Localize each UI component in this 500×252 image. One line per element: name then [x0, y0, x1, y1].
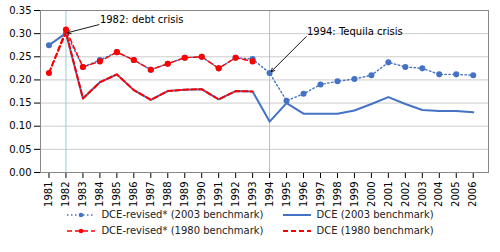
svg-text:0.15: 0.15: [9, 97, 31, 108]
svg-text:2006: 2006: [467, 182, 478, 207]
svg-text:1994: Tequila crisis: 1994: Tequila crisis: [307, 26, 403, 37]
svg-text:0.35: 0.35: [9, 5, 31, 16]
svg-text:2002: 2002: [400, 182, 411, 207]
svg-text:1982: 1982: [60, 182, 71, 207]
svg-text:1990: 1990: [196, 182, 207, 207]
svg-text:1982: debt crisis: 1982: debt crisis: [100, 14, 184, 25]
svg-text:1998: 1998: [332, 182, 343, 207]
svg-text:1983: 1983: [77, 182, 88, 207]
svg-text:2004: 2004: [433, 182, 444, 207]
svg-text:1987: 1987: [145, 182, 156, 207]
svg-text:1994: 1994: [264, 182, 275, 207]
svg-text:0.20: 0.20: [9, 74, 31, 85]
svg-text:1995: 1995: [281, 182, 292, 207]
svg-text:1986: 1986: [128, 182, 139, 207]
svg-text:1985: 1985: [111, 182, 122, 207]
svg-text:1993: 1993: [247, 182, 258, 207]
svg-text:1996: 1996: [298, 182, 309, 207]
svg-text:2005: 2005: [450, 182, 461, 207]
svg-text:0.05: 0.05: [9, 144, 31, 155]
svg-text:1981: 1981: [43, 182, 54, 207]
svg-text:1997: 1997: [315, 182, 326, 207]
svg-text:1988: 1988: [162, 182, 173, 207]
html-text:DCE-revised* (2003 benchmark): DCE-revised* (2003 benchmark): [101, 209, 264, 220]
svg-text:2003: 2003: [417, 182, 428, 207]
svg-text:1991: 1991: [213, 182, 224, 207]
html-text:DCE (2003 benchmark): DCE (2003 benchmark): [316, 209, 434, 220]
svg-text:2000: 2000: [366, 182, 377, 207]
svg-text:0.10: 0.10: [9, 120, 31, 131]
svg-text:1999: 1999: [349, 182, 360, 207]
svg-text:0.00: 0.00: [9, 167, 31, 178]
svg-text:0.25: 0.25: [9, 51, 31, 62]
html-text:DCE-revised* (1980 benchmark): DCE-revised* (1980 benchmark): [101, 225, 264, 236]
svg-text:1989: 1989: [179, 182, 190, 207]
svg-text:2001: 2001: [383, 182, 394, 207]
html-text:DCE (1980 benchmark): DCE (1980 benchmark): [316, 225, 434, 236]
svg-text:1984: 1984: [94, 182, 105, 207]
svg-text:0.30: 0.30: [9, 28, 31, 39]
svg-text:1992: 1992: [230, 182, 241, 207]
